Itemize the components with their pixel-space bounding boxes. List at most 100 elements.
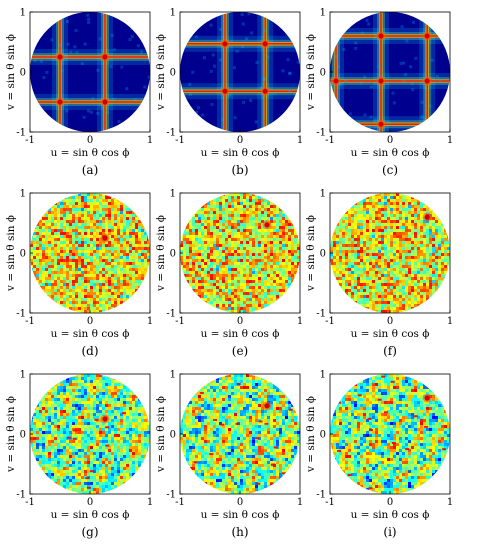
x-axis-label: u = sin θ cos ϕ <box>51 328 130 340</box>
x-tick-label: 0 <box>237 316 243 327</box>
peak-marker <box>262 88 268 94</box>
peak-marker <box>378 78 384 84</box>
peak-marker <box>222 41 228 47</box>
y-tick-label: 0 <box>320 249 326 260</box>
y-tick-label: -1 <box>16 128 26 139</box>
heatmap-field <box>180 374 300 494</box>
peak-marker <box>222 88 228 94</box>
x-tick-label: -1 <box>175 316 185 327</box>
y-tick-label: 1 <box>320 8 326 19</box>
x-tick-label: 1 <box>447 497 453 508</box>
y-tick-label: -1 <box>166 490 176 501</box>
heatmap-field <box>330 12 450 132</box>
x-tick-label: 1 <box>297 316 303 327</box>
y-tick-label: -1 <box>316 309 326 320</box>
panel-label: (c) <box>382 163 398 177</box>
y-tick-label: 0 <box>320 68 326 79</box>
panel-9: -1 0 1 1 0 -1 u = sin θ cos ϕ v = sin θ sin ϕ (i… <box>305 370 453 540</box>
x-tick-label: -1 <box>25 135 35 146</box>
y-tick-label: 1 <box>320 370 326 381</box>
x-tick-label: 1 <box>147 497 153 508</box>
panel-label: (i) <box>383 525 396 539</box>
panel-label: (a) <box>82 163 99 177</box>
x-tick-label: 0 <box>387 316 393 327</box>
x-axis-label: u = sin θ cos ϕ <box>201 509 280 521</box>
peak-marker <box>102 99 108 105</box>
y-tick-label: 0 <box>20 430 26 441</box>
panel-label: (g) <box>81 525 98 539</box>
x-tick-label: 0 <box>237 497 243 508</box>
x-tick-label: -1 <box>175 497 185 508</box>
peak-marker <box>57 54 63 60</box>
y-tick-label: 1 <box>320 189 326 200</box>
y-axis-label: v = sin θ sin ϕ <box>5 396 17 473</box>
x-axis-label: u = sin θ cos ϕ <box>351 147 430 159</box>
y-tick-label: 1 <box>170 370 176 381</box>
panel-1: -1 0 1 1 0 -1 u = sin θ cos ϕ v = sin θ sin ϕ (a… <box>5 8 153 178</box>
y-tick-label: 1 <box>170 189 176 200</box>
y-axis-label: v = sin θ sin ϕ <box>5 34 17 111</box>
x-tick-label: 1 <box>297 135 303 146</box>
x-tick-label: -1 <box>325 316 335 327</box>
peak-marker <box>264 222 270 228</box>
x-axis-label: u = sin θ cos ϕ <box>201 328 280 340</box>
x-tick-label: 1 <box>147 316 153 327</box>
x-tick-label: 1 <box>147 135 153 146</box>
x-tick-label: 1 <box>447 316 453 327</box>
panel-label: (b) <box>231 163 248 177</box>
panel-4: -1 0 1 1 0 -1 u = sin θ cos ϕ v = sin θ sin ϕ (d… <box>5 189 153 359</box>
peak-marker <box>333 78 339 84</box>
x-axis-label: u = sin θ cos ϕ <box>201 147 280 159</box>
panel-7: -1 0 1 1 0 -1 u = sin θ cos ϕ v = sin θ sin ϕ (g… <box>5 370 153 540</box>
y-axis-label: v = sin θ sin ϕ <box>5 215 17 292</box>
panel-label: (h) <box>231 525 248 539</box>
panel-label: (d) <box>81 344 98 358</box>
x-tick-label: -1 <box>25 497 35 508</box>
y-tick-label: 0 <box>20 249 26 260</box>
panel-5: -1 0 1 1 0 -1 u = sin θ cos ϕ v = sin θ sin ϕ (e… <box>155 189 303 359</box>
panel-6: -1 0 1 1 0 -1 u = sin θ cos ϕ v = sin θ sin ϕ (f… <box>305 189 453 359</box>
y-tick-label: -1 <box>316 490 326 501</box>
peak-marker <box>424 395 430 401</box>
x-tick-label: 0 <box>87 135 93 146</box>
x-tick-label: -1 <box>175 135 185 146</box>
y-tick-label: 0 <box>170 68 176 79</box>
y-tick-label: 0 <box>20 68 26 79</box>
y-tick-label: 1 <box>170 8 176 19</box>
peak-marker <box>424 78 430 84</box>
x-tick-label: 0 <box>237 135 243 146</box>
y-tick-label: 0 <box>170 430 176 441</box>
panel-8: -1 0 1 1 0 -1 u = sin θ cos ϕ v = sin θ sin ϕ (h… <box>155 370 303 540</box>
peak-marker <box>57 99 63 105</box>
y-tick-label: -1 <box>166 309 176 320</box>
x-axis-label: u = sin θ cos ϕ <box>51 147 130 159</box>
y-axis-label: v = sin θ sin ϕ <box>305 396 317 473</box>
heatmap-field <box>30 374 150 494</box>
y-tick-label: 1 <box>20 370 26 381</box>
panel-label: (e) <box>232 344 248 358</box>
x-tick-label: 0 <box>387 497 393 508</box>
y-axis-label: v = sin θ sin ϕ <box>155 396 167 473</box>
x-axis-label: u = sin θ cos ϕ <box>351 509 430 521</box>
y-tick-label: -1 <box>316 128 326 139</box>
y-tick-label: -1 <box>166 128 176 139</box>
peak-marker <box>102 416 108 422</box>
y-tick-label: 1 <box>20 8 26 19</box>
x-tick-label: -1 <box>325 135 335 146</box>
peak-marker <box>424 33 430 39</box>
y-axis-label: v = sin θ sin ϕ <box>155 34 167 111</box>
y-tick-label: 0 <box>320 430 326 441</box>
heatmap-field <box>30 12 150 132</box>
x-tick-label: 0 <box>87 316 93 327</box>
y-tick-label: -1 <box>16 309 26 320</box>
panel-label: (f) <box>383 344 397 358</box>
heatmap-field <box>330 193 450 313</box>
x-axis-label: u = sin θ cos ϕ <box>351 328 430 340</box>
y-tick-label: 1 <box>20 189 26 200</box>
heatmap-field <box>180 193 300 313</box>
peak-marker <box>424 214 430 220</box>
heatmap-field <box>180 12 300 132</box>
y-axis-label: v = sin θ sin ϕ <box>305 215 317 292</box>
heatmap-field <box>330 374 450 494</box>
x-tick-label: 1 <box>297 497 303 508</box>
